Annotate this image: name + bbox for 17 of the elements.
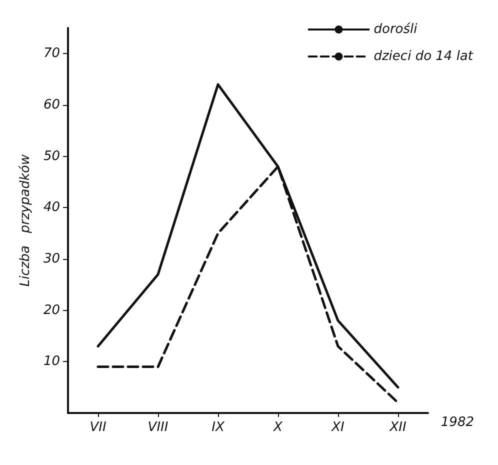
y-tick-label: 60 xyxy=(43,98,60,112)
y-tick-label: 30 xyxy=(43,252,60,266)
text: 1982 xyxy=(440,415,474,430)
x-tick-label: VIII xyxy=(148,420,168,435)
y-tick-label: 20 xyxy=(43,302,60,318)
y-tick-label: 70 xyxy=(43,46,60,62)
y-tick-label: 10 xyxy=(43,354,60,370)
y-axis-title: Liczba przypadków xyxy=(18,154,33,287)
y-tick-label: 50 xyxy=(43,148,60,164)
y-tick-label: 40 xyxy=(43,200,60,216)
legend-label: dorośli xyxy=(374,22,418,37)
legend-label: dzieci do 14 lat xyxy=(374,49,474,64)
x-tick-label: VII xyxy=(90,420,106,435)
x-tick-label: X xyxy=(272,420,284,435)
x-tick-label: XII xyxy=(388,420,406,435)
x-tick-label: IX xyxy=(212,420,226,435)
x-tick-label: XI xyxy=(330,420,345,435)
